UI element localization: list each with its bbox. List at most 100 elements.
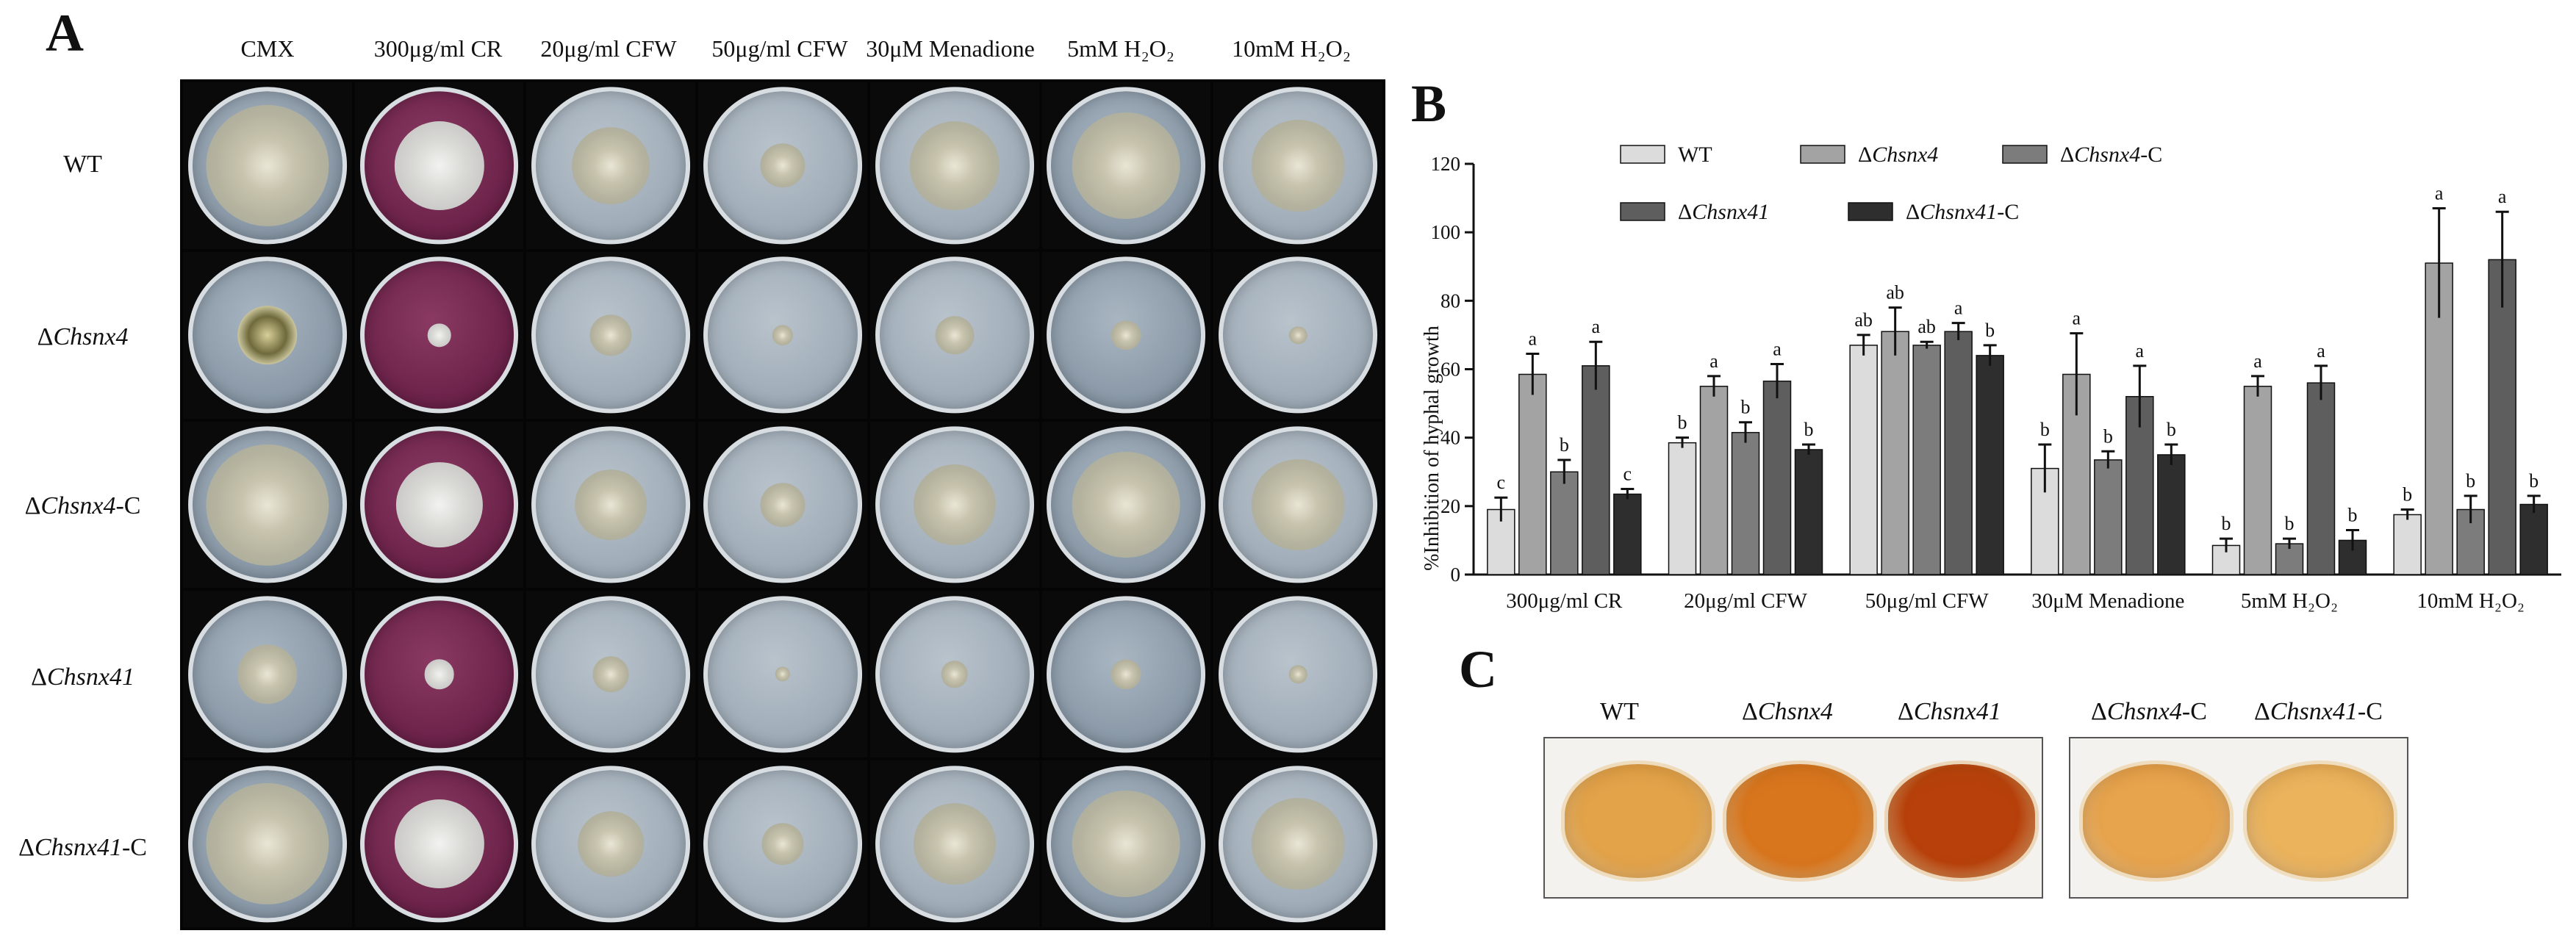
plate-chsnx4-c-h2o2-10mm (1213, 421, 1382, 589)
bar (2157, 454, 2186, 575)
plate-chsnx41-c-h2o2-10mm (1213, 760, 1382, 927)
significance-letter: a (2435, 183, 2444, 204)
plate-chsnx4-cfw50 (698, 251, 867, 419)
legend-swatch (2002, 145, 2048, 164)
well-label-suffix: WT (1600, 698, 1639, 725)
x-tick-label: 30μM Menadione (2031, 589, 2184, 613)
bar (2062, 373, 2091, 575)
bar (2488, 259, 2516, 575)
chart-legend: WT ΔChsnx4 ΔChsnx4-C ΔChsnx41 ΔChsnx41-C (1620, 143, 2162, 224)
bar (2519, 503, 2548, 575)
x-tick-label: 10mM H₂O₂ (2417, 589, 2525, 613)
row-label-strain: Chsnx41 (46, 663, 134, 691)
petri-dish (703, 596, 862, 753)
fungal-colony (394, 799, 484, 888)
y-tick-label: 80 (1441, 289, 1460, 312)
fungal-colony (1288, 326, 1307, 345)
y-tick-label: 120 (1431, 153, 1461, 175)
plate-photo-grid (180, 79, 1385, 930)
bar (2125, 396, 2154, 575)
significance-letter: ab (1886, 282, 1904, 303)
column-label-cr: 300μg/ml CR (373, 35, 503, 62)
petri-dish (875, 426, 1034, 583)
fungal-colony (909, 121, 1000, 210)
significance-letter: b (2466, 470, 2475, 492)
fungal-colony (775, 666, 791, 682)
y-tick-label: 20 (1441, 495, 1460, 517)
fungal-colony (206, 104, 329, 226)
significance-letter: a (2073, 308, 2081, 329)
bar (2306, 382, 2336, 575)
bar (1699, 386, 1729, 575)
plate-chsnx4-c-cmx (183, 421, 352, 589)
x-tick-label: 5mM H₂O₂ (2241, 589, 2338, 613)
bar (1731, 431, 1760, 575)
row-label-chsnx4: ΔChsnx4 (0, 323, 165, 351)
significance-letter: b (2040, 419, 2050, 440)
significance-letter: ab (1854, 309, 1873, 331)
fungal-colony (575, 469, 647, 541)
petri-dish (531, 596, 691, 753)
plate-chsnx4-cmx (183, 251, 352, 419)
plate-wt-cr (354, 82, 524, 249)
significance-letter: b (2103, 425, 2113, 447)
y-tick-label: 100 (1431, 221, 1461, 243)
petri-dish (359, 765, 519, 923)
fungal-colony (760, 143, 806, 188)
fungal-colony (1072, 791, 1180, 898)
plate-chsnx4-c-cfw50 (698, 421, 867, 589)
plate-wt-menadione (869, 82, 1039, 249)
bar (1582, 365, 1610, 575)
petri-dish (1219, 426, 1378, 583)
row-label-strain: Chsnx41 (34, 834, 122, 861)
bar (1762, 381, 1792, 575)
petri-dish (1047, 87, 1206, 244)
petri-dish (359, 256, 519, 414)
well-label-chsnx41-c: ΔChsnx41-C (2254, 698, 2383, 726)
well-label-strain: Chsnx41 (1913, 698, 2001, 725)
fungal-colony (1072, 112, 1180, 219)
bar (1976, 355, 2004, 575)
fungal-colony (772, 325, 794, 346)
row-label-prefix: Δ (24, 492, 41, 519)
petri-dish (531, 426, 691, 583)
plate-wt-h2o2-10mm (1213, 82, 1382, 249)
column-label-cfw20: 20μg/ml CFW (540, 35, 677, 62)
column-label-cmx: CMX (240, 35, 295, 62)
petri-dish (1219, 765, 1378, 923)
plate-wt-cmx (183, 82, 352, 249)
petri-dish (703, 256, 862, 414)
legend-swatch (1620, 202, 1665, 221)
legend-label: ΔChsnx41-C (1906, 200, 2019, 224)
well-label-prefix: Δ (2091, 698, 2107, 725)
fungal-colony (941, 661, 969, 688)
fungal-colony (395, 461, 483, 548)
column-label-h2o2-10mm: 10mM H₂O₂ (1232, 35, 1351, 62)
petri-dish (875, 256, 1034, 414)
well-label-suffix: -C (2181, 698, 2207, 725)
fungal-colony (913, 464, 996, 546)
petri-dish (1047, 256, 1206, 414)
row-label-prefix: Δ (18, 834, 35, 861)
plate-chsnx4-cfw20 (526, 251, 696, 419)
well-label-chsnx41: ΔChsnx41 (1898, 698, 2001, 726)
petri-dish (1219, 596, 1378, 753)
inhibition-bar-chart: %Inhibition of hyphal growth WT ΔChsnx4 ΔC… (1421, 143, 2561, 613)
fungal-colony (578, 811, 645, 877)
row-label-chsnx4-c: ΔChsnx4-C (0, 492, 165, 520)
petri-dish (187, 87, 347, 244)
legend-label: ΔChsnx4 (1858, 143, 1938, 167)
x-tick-label: 50μg/ml CFW (1865, 589, 1989, 613)
well-chsnx4-c (2079, 760, 2234, 882)
petri-dish (187, 256, 347, 414)
plate-chsnx41-cfw50 (698, 591, 867, 758)
plate-chsnx41-c-menadione (869, 760, 1039, 927)
fungal-colony (589, 314, 632, 356)
significance-letter: b (2222, 513, 2231, 534)
well-label-strain: Chsnx41 (2270, 698, 2358, 725)
plate-chsnx41-cr (354, 591, 524, 758)
bar (2456, 508, 2485, 575)
significance-letter: b (2348, 504, 2358, 525)
significance-letter: a (1592, 316, 1601, 337)
fungal-colony (206, 783, 329, 905)
